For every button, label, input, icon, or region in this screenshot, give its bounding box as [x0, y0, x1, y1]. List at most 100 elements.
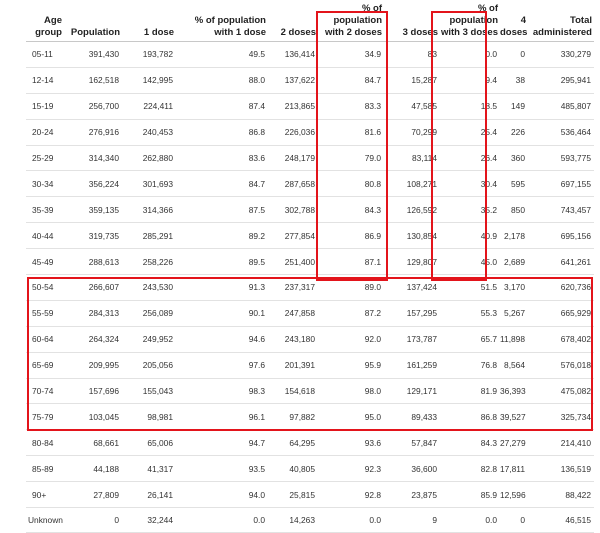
table-cell: 240,453 [122, 119, 176, 146]
table-cell: 243,530 [122, 274, 176, 301]
table-cell: 80-84 [26, 429, 64, 457]
table-cell: 359,135 [64, 196, 122, 224]
table-cell: 695,156 [528, 222, 594, 250]
table-cell: 68,661 [64, 429, 122, 457]
table-cell: 330,279 [528, 41, 594, 68]
table-cell: 11,898 [500, 326, 528, 353]
table-cell: 126,592 [384, 196, 440, 224]
table-cell: 40,805 [268, 455, 318, 483]
table-cell: 34.9 [318, 41, 384, 68]
table-cell: 17,811 [500, 455, 528, 483]
table-row: 30-34 356,224 301,693 84.7 287,658 80.8 108,27… [26, 170, 594, 198]
table-cell: 45.0 [440, 248, 500, 276]
table-cell: 193,782 [122, 41, 176, 68]
table-cell: 65-69 [26, 352, 64, 379]
table-cell: 536,464 [528, 119, 594, 146]
table-cell: 96.1 [176, 403, 268, 431]
table-cell: 213,865 [268, 93, 318, 120]
table-cell: 36,600 [384, 455, 440, 483]
table-row: 15-19 256,700 224,411 87.4 213,865 83.3 47,585… [26, 93, 594, 120]
table-cell: 576,018 [528, 352, 594, 379]
table-cell: 595 [500, 170, 528, 198]
table-cell: 137,424 [384, 274, 440, 301]
table-row: 60-64 264,324 249,952 94.6 243,180 92.0 173,78… [26, 326, 594, 353]
table-cell: 224,411 [122, 93, 176, 120]
table-cell: 485,807 [528, 93, 594, 120]
table-cell: 92.0 [318, 326, 384, 353]
header-1-dose: 1 dose [122, 3, 176, 42]
table-cell: 136,414 [268, 41, 318, 68]
table-body: 05-11 391,430 193,782 49.5 136,414 34.9 83 0.0 0… [26, 41, 594, 533]
table-cell: 92.3 [318, 455, 384, 483]
table-cell: 295,941 [528, 67, 594, 94]
table-row: 85-89 44,188 41,317 93.5 40,805 92.3 36,600 82.… [26, 455, 594, 483]
table-header-row: Age group Population 1 dose % of populat… [26, 3, 594, 42]
table-cell: 49.5 [176, 41, 268, 68]
table-row: 05-11 391,430 193,782 49.5 136,414 34.9 83 0.0 0… [26, 41, 594, 68]
table-cell: 90+ [26, 481, 64, 509]
table-cell: 284,313 [64, 300, 122, 327]
table-cell: 0 [500, 41, 528, 68]
header-pct-3-doses: % of population with 3 doses [440, 3, 500, 42]
table-cell: 27,809 [64, 481, 122, 509]
table-cell: 25,815 [268, 481, 318, 509]
table-cell: 97,882 [268, 403, 318, 431]
table-row: 80-84 68,661 65,006 94.7 64,295 93.6 57,847 84.… [26, 429, 594, 457]
table-cell: 697,155 [528, 170, 594, 198]
header-pct-1-dose: % of population with 1 dose [176, 3, 268, 42]
table-cell: 84.3 [440, 429, 500, 457]
table-row: 65-69 209,995 205,056 97.6 201,391 95.9 161,25… [26, 352, 594, 379]
table-cell: 86.8 [440, 403, 500, 431]
table-cell: 149 [500, 93, 528, 120]
table-cell: 51.5 [440, 274, 500, 301]
table-cell: 94.6 [176, 326, 268, 353]
table-cell: 92.8 [318, 481, 384, 509]
table-cell: 05-11 [26, 41, 64, 68]
table-cell: 65.7 [440, 326, 500, 353]
table-cell: 9.4 [440, 67, 500, 94]
table-cell: 97.6 [176, 352, 268, 379]
table-row: 50-54 266,607 243,530 91.3 237,317 89.0 137,42… [26, 274, 594, 301]
table-cell: 136,519 [528, 455, 594, 483]
table-cell: 95.9 [318, 352, 384, 379]
table-cell: 89,433 [384, 403, 440, 431]
table-cell: 18.5 [440, 93, 500, 120]
table-cell: 91.3 [176, 274, 268, 301]
table-cell: 98,981 [122, 403, 176, 431]
table-cell: 314,340 [64, 145, 122, 172]
table-cell: 46,515 [528, 507, 594, 533]
table-cell: 65,006 [122, 429, 176, 457]
table-cell: 262,880 [122, 145, 176, 172]
table-cell: 8,564 [500, 352, 528, 379]
table-cell: 84.3 [318, 196, 384, 224]
table-cell: 665,929 [528, 300, 594, 327]
table-cell: 15,287 [384, 67, 440, 94]
table-cell: 285,291 [122, 222, 176, 250]
table-cell: 93.6 [318, 429, 384, 457]
table-cell: 23,875 [384, 481, 440, 509]
table-cell: 83.3 [318, 93, 384, 120]
table-cell: 258,226 [122, 248, 176, 276]
table-cell: 9 [384, 507, 440, 533]
table-cell: 256,089 [122, 300, 176, 327]
table-cell: 86.9 [318, 222, 384, 250]
table-cell: 226,036 [268, 119, 318, 146]
table-cell: 87.5 [176, 196, 268, 224]
table-cell: 55.3 [440, 300, 500, 327]
table-cell: 301,693 [122, 170, 176, 198]
table-row: 90+ 27,809 26,141 94.0 25,815 92.8 23,875 85.9 1… [26, 481, 594, 509]
table-cell: 162,518 [64, 67, 122, 94]
table-cell: 84.7 [176, 170, 268, 198]
table-row: 70-74 157,696 155,043 98.3 154,618 98.0 129,17… [26, 378, 594, 405]
table-cell: 84.7 [318, 67, 384, 94]
table-cell: 0 [500, 507, 528, 533]
table-cell: 35.2 [440, 196, 500, 224]
table-cell: 154,618 [268, 378, 318, 405]
table-cell: 103,045 [64, 403, 122, 431]
table-cell: 743,457 [528, 196, 594, 224]
table-cell: 87.1 [318, 248, 384, 276]
table-cell: 129,807 [384, 248, 440, 276]
table-cell: 356,224 [64, 170, 122, 198]
table-cell: 155,043 [122, 378, 176, 405]
table-cell: 14,263 [268, 507, 318, 533]
